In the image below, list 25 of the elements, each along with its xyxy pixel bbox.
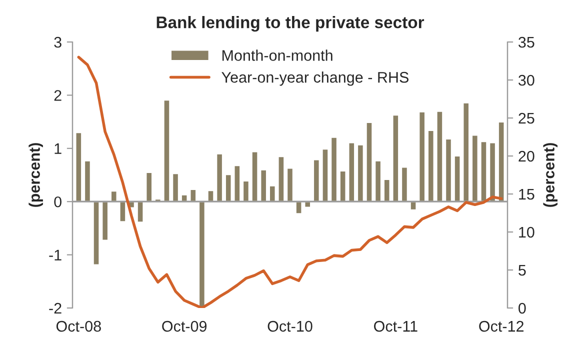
y-tick-label: 1 (54, 143, 62, 154)
y-tick-label: 0 (54, 196, 62, 208)
y2-tick-label: 30 (518, 74, 534, 86)
y2-tick-label: 20 (518, 150, 534, 162)
x-tick-label: Oct-09 (162, 320, 207, 332)
y2-tick-label: 10 (519, 226, 534, 238)
y2-tick-label: 25 (518, 112, 534, 124)
x-tick-label: Oct-10 (268, 320, 312, 332)
legend-label: Month-on-month (222, 50, 332, 61)
x-tick-label: Oct-08 (56, 320, 101, 332)
x-tick-label: Oct-11 (374, 320, 418, 332)
y-tick-label: 2 (54, 90, 62, 101)
bar (198, 200, 206, 308)
y2-tick-label: 15 (519, 189, 534, 200)
y2-tick-label: 5 (518, 265, 526, 276)
y2-tick-label: 35 (518, 36, 534, 48)
y-tick-label: 3 (54, 36, 62, 48)
legend-label: Year-on-year change - RHS (222, 72, 408, 86)
y2-axis-title: (percent) (543, 143, 558, 207)
chart-title: Bank lending to the private sector (156, 16, 424, 32)
x-tick-label: Oct-12 (479, 320, 524, 332)
y-tick-label: -1 (49, 250, 62, 260)
y-axis-title: (percent) (28, 143, 43, 207)
y-tick-label: -2 (49, 302, 62, 314)
y2-tick-label: 0 (518, 302, 526, 314)
